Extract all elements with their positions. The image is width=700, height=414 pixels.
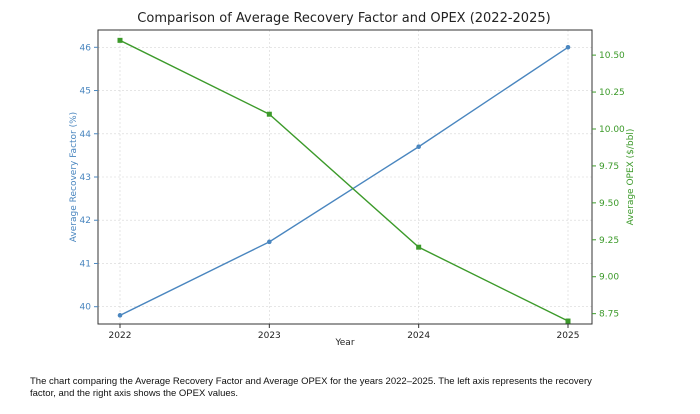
right-tick-label: 9.25 [599, 236, 619, 246]
recovery-factor-point [117, 313, 123, 318]
opex-point [266, 111, 272, 117]
x-tick-label: 2023 [258, 331, 281, 341]
right-tick-label: 9.75 [599, 162, 619, 172]
x-axis-ticks: 2022 2023 2024 2025 [109, 324, 580, 341]
left-tick-label: 45 [80, 87, 91, 97]
series-layer [117, 37, 571, 324]
left-tick-label: 41 [80, 259, 91, 269]
right-axis-title: Average OPEX ($/bbl) [626, 129, 636, 226]
right-axis-ticks: 8.75 9.00 9.25 9.50 9.75 10.00 10.25 10.50 [592, 51, 625, 320]
x-tick-label: 2024 [407, 331, 430, 341]
recovery-factor-point [416, 144, 421, 150]
chart-caption: The chart comparing the Average Recovery… [30, 376, 690, 400]
chart: Comparison of Average Recovery Factor an… [69, 11, 636, 348]
plot-frame [97, 29, 593, 325]
caption-line-1: The chart comparing the Average Recovery… [30, 376, 592, 387]
recovery-factor-point [267, 239, 272, 245]
x-tick-label: 2025 [557, 331, 580, 341]
opex-point [416, 244, 422, 250]
right-tick-label: 8.75 [599, 310, 619, 320]
left-tick-label: 46 [80, 43, 92, 53]
caption-line-2: factor, and the right axis shows the OPE… [30, 388, 239, 399]
opex-point [565, 318, 571, 324]
left-tick-label: 42 [80, 216, 91, 226]
opex-point [117, 37, 123, 43]
left-axis-title: Average Recovery Factor (%) [69, 112, 79, 242]
left-tick-label: 44 [80, 130, 92, 140]
x-tick-label: 2022 [109, 331, 132, 341]
chart-title: Comparison of Average Recovery Factor an… [137, 11, 550, 26]
right-tick-label: 10.50 [599, 51, 625, 61]
right-tick-label: 10.00 [599, 125, 625, 135]
right-tick-label: 9.00 [599, 273, 619, 283]
opex-line [119, 39, 569, 322]
left-axis-ticks: 40 41 42 43 44 45 46 [80, 43, 98, 313]
x-axis-title: Year [334, 338, 354, 348]
recovery-factor-point [565, 44, 571, 50]
right-tick-label: 10.25 [599, 88, 625, 98]
grid [98, 30, 592, 324]
recovery-factor-line [119, 46, 569, 316]
left-tick-label: 40 [80, 303, 92, 313]
right-tick-label: 9.50 [599, 199, 619, 209]
left-tick-label: 43 [80, 173, 91, 183]
